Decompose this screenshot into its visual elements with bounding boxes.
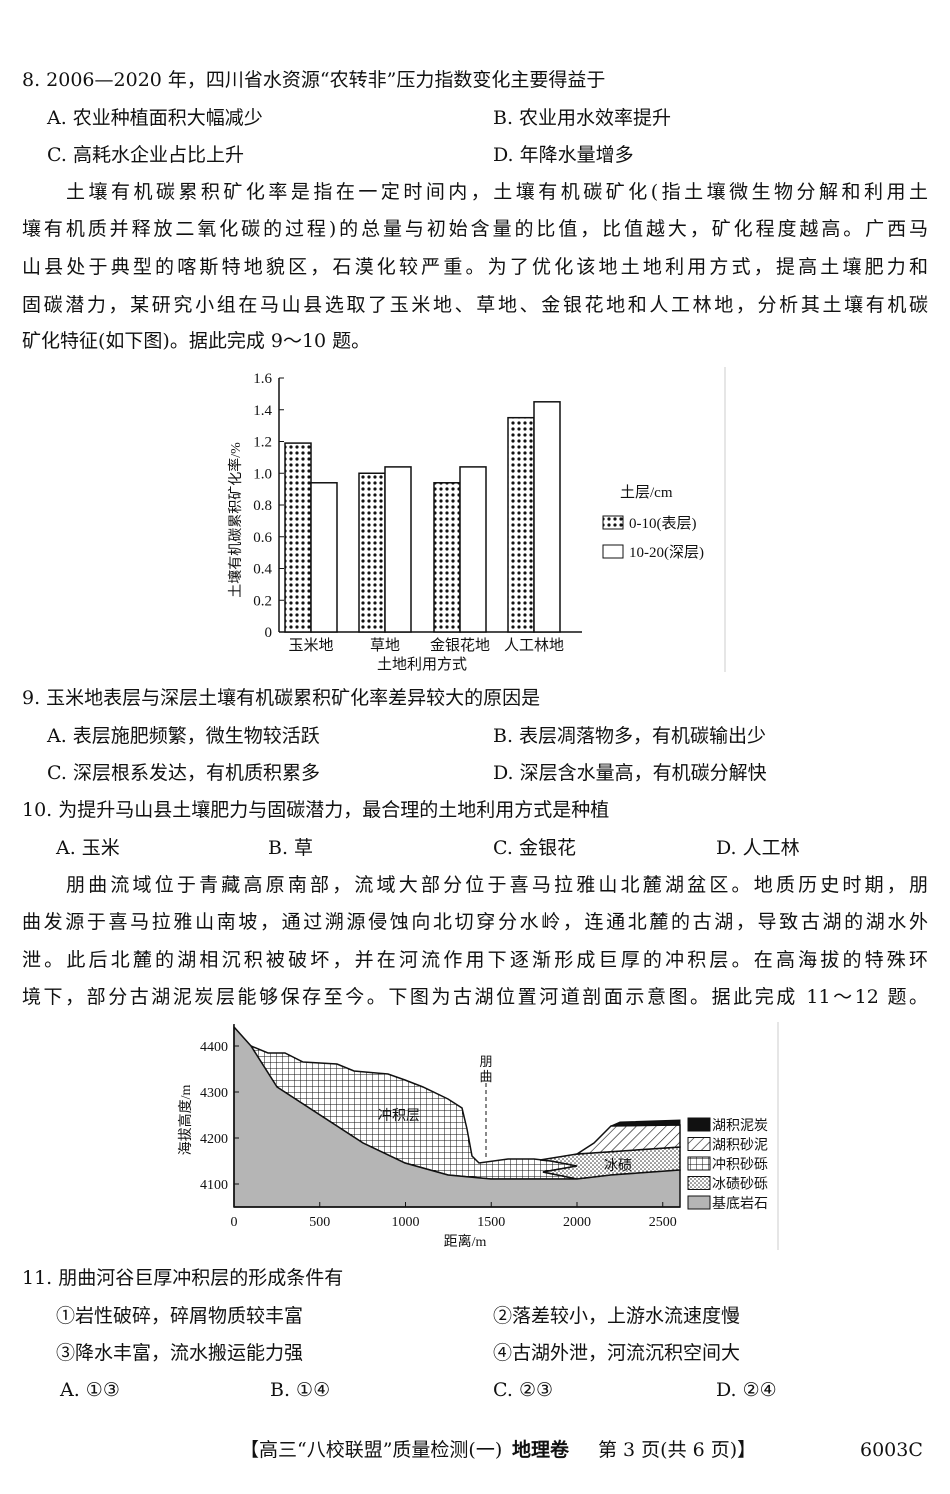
q8-option-d: D. 年降水量增多 (493, 144, 634, 166)
passage-1-line: 土壤有机碳累积矿化率是指在一定时间内，土壤有机碳矿化(指土壤微生物分解和利用土 (66, 181, 928, 203)
passage-2-line: 朋曲流域位于青藏高原南部，流域大部分位于喜马拉雅山北麓湖盆区。地质历史时期，朋 (66, 874, 928, 896)
bedrock-layer (233, 1025, 681, 1208)
y-tick-label: 1.4 (253, 403, 272, 419)
passage-2-line: 境下，部分古湖泥炭层能够保存至今。下图为古湖位置河道剖面示意图。据此完成 11～… (22, 986, 928, 1008)
y-tick-label: 0.6 (253, 530, 272, 546)
y-tick-label: 1.2 (253, 435, 272, 451)
river-label: 朋曲 (479, 1054, 492, 1084)
moraine-label: 冰碛 (604, 1158, 632, 1174)
question-11-stem: 11. 朋曲河谷巨厚冲积层的形成条件有 (22, 1267, 344, 1289)
question-9-stem: 9. 玉米地表层与深层土壤有机碳累积矿化率差异较大的原因是 (22, 687, 541, 709)
q11-option-a: A. ①③ (60, 1379, 120, 1401)
passage-1-line: 矿化特征(如下图)。据此完成 9～10 题。 (22, 330, 371, 352)
x-tick-label: 2000 (563, 1215, 591, 1230)
y-axis-label: 海拔高度/m (177, 1085, 194, 1156)
legend-swatch-deep (602, 544, 624, 559)
legend-label: 冰碛砂砾 (712, 1177, 768, 1193)
y-tick-label: 4100 (200, 1178, 228, 1193)
x-tick-label: 2500 (649, 1215, 677, 1230)
passage-2-line: 曲发源于喜马拉雅山南坡，通过溯源侵蚀向北切穿分水岭，连通北麓的古湖，导致古湖的湖… (22, 911, 928, 933)
q10-option-a: A. 玉米 (56, 837, 120, 859)
bar-deep (384, 466, 412, 633)
legend-title: 土层/cm (620, 484, 673, 501)
q10-option-d: D. 人工林 (716, 837, 800, 859)
passage-1-line: 山县处于典型的喀斯特地貌区，石漠化较严重。为了优化该地土地利用方式，提高土壤肥力… (22, 256, 928, 278)
bar-chart: 0 0.2 0.4 0.6 0.8 1.0 1.2 1.4 1.6 玉米地 草地 金银花地 人工林地 土… (227, 367, 726, 673)
x-tick-label: 1500 (477, 1215, 505, 1230)
footer-subject: 地理卷 (512, 1439, 570, 1461)
q10-option-b: B. 草 (268, 837, 314, 859)
x-tick-label: 人工林地 (504, 637, 564, 654)
q8-option-b: B. 农业用水效率提升 (493, 107, 672, 129)
q10-option-c: C. 金银花 (493, 837, 576, 859)
footer-code: 6003C (860, 1439, 923, 1461)
q11-statement-1: ①岩性破碎，碎屑物质较丰富 (56, 1305, 304, 1327)
lake-peat-layer (610, 1119, 681, 1127)
x-tick-label: 0 (231, 1215, 238, 1230)
legend-swatch (687, 1195, 711, 1210)
question-10-stem: 10. 为提升马山县土壤肥力与固碳潜力，最合理的土地利用方式是种植 (22, 799, 610, 821)
bar-surface (507, 416, 535, 633)
y-tick-label: 0.4 (253, 562, 272, 578)
legend-swatch (687, 1137, 711, 1151)
q9-option-d: D. 深层含水量高，有机碳分解快 (493, 762, 767, 784)
q11-option-c: C. ②③ (493, 1379, 554, 1401)
legend-swatch-surface (602, 515, 624, 530)
legend-swatch (687, 1117, 711, 1132)
q11-option-b: B. ①④ (270, 1379, 331, 1401)
q9-option-a: A. 表层施肥频繁，微生物较活跃 (47, 725, 320, 747)
y-tick-label: 0.2 (253, 593, 272, 609)
y-tick-label: 4400 (200, 1040, 228, 1055)
question-8-stem: 8. 2006—2020 年，四川省水资源“农转非”压力指数变化主要得益于 (22, 69, 606, 91)
x-axis-label: 距离/m (444, 1233, 487, 1250)
q11-statement-2: ②落差较小，上游水流速度慢 (493, 1305, 741, 1327)
q11-statement-4: ④古湖外泄，河流沉积空间大 (493, 1342, 741, 1364)
bar-surface (358, 472, 386, 633)
q8-option-c: C. 高耗水企业占比上升 (47, 144, 244, 166)
passage-2-line: 泄。此后北麓的湖相沉积被破坏，并在河流作用下逐渐形成巨厚的冲积层。在高海拔的特殊… (22, 949, 928, 971)
alluvium-label: 冲积层 (378, 1108, 420, 1124)
passage-1-line: 壤有机质并释放二氧化碳的过程)的总量与初始含量的比值，比值越大，矿化程度越高。广… (22, 218, 928, 240)
y-tick-label: 1.0 (253, 466, 272, 482)
y-tick-label: 0.8 (253, 498, 272, 514)
footer-page: 第 3 页(共 6 页)】 (598, 1439, 757, 1461)
q11-option-d: D. ②④ (716, 1379, 777, 1401)
x-tick-label: 草地 (370, 637, 400, 654)
x-tick-label: 500 (309, 1215, 330, 1230)
footer-title: 【高三“八校联盟”质量检测(一) (240, 1439, 503, 1461)
q9-option-b: B. 表层凋落物多，有机碳输出少 (493, 725, 767, 747)
legend-label-surface: 0-10(表层) (629, 515, 697, 532)
legend-swatch (687, 1176, 711, 1190)
bar-deep (533, 401, 561, 633)
x-tick-label: 玉米地 (288, 637, 333, 654)
y-tick-label: 0 (265, 625, 273, 641)
q9-option-c: C. 深层根系发达，有机质积累多 (47, 762, 320, 784)
y-axis-label: 土壤有机碳累积矿化率/% (227, 442, 244, 598)
legend-label: 冲积砂砾 (712, 1157, 768, 1173)
x-tick-label: 金银花地 (430, 637, 490, 654)
bar-deep (459, 466, 487, 633)
legend-label: 湖积砂泥 (712, 1138, 768, 1154)
y-tick-label: 4200 (200, 1132, 228, 1147)
passage-1-line: 固碳潜力，某研究小组在马山县选取了玉米地、草地、金银花地和人工林地，分析其土壤有… (22, 294, 928, 316)
q11-statement-3: ③降水丰富，流水搬运能力强 (56, 1342, 304, 1364)
x-axis-label: 土地利用方式 (377, 656, 467, 673)
bar-deep (310, 482, 338, 633)
legend-label: 湖积泥炭 (712, 1118, 768, 1134)
legend-swatch (687, 1156, 711, 1171)
legend-label: 基底岩石 (712, 1195, 768, 1212)
y-tick-label: 4300 (200, 1086, 228, 1101)
legend-label-deep: 10-20(深层) (629, 544, 704, 561)
q8-option-a: A. 农业种植面积大幅减少 (47, 107, 263, 129)
y-tick-label: 1.6 (253, 371, 272, 387)
x-tick-label: 1000 (392, 1215, 420, 1230)
